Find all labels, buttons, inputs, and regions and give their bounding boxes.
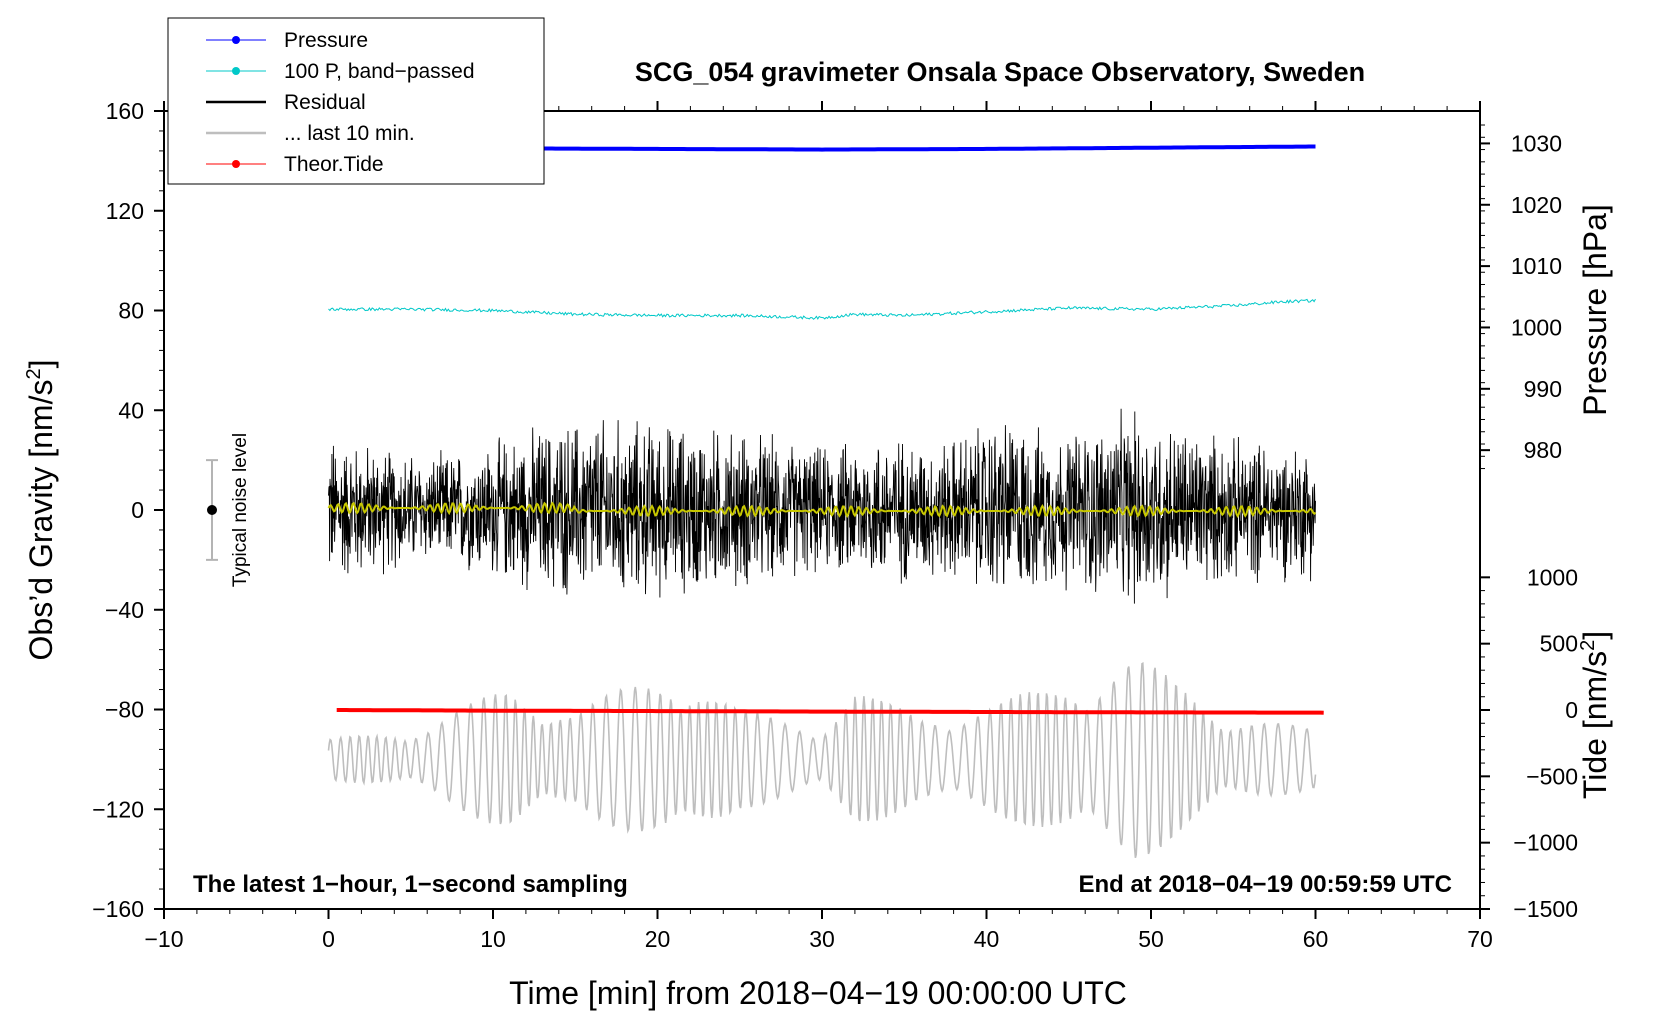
x-tick-label: 40 bbox=[974, 926, 1000, 952]
legend-label: Theor.Tide bbox=[284, 153, 384, 176]
pressure-tick-label: 990 bbox=[1524, 376, 1562, 402]
x-axis-ticks: −10 0 10 20 30 40 50 60 70 bbox=[144, 101, 1493, 952]
y-axis-ticks: 160 120 80 40 0 −40 −80 −120 −160 bbox=[92, 98, 164, 922]
x-tick-label: 20 bbox=[645, 926, 671, 952]
y-axis-title-tide-text: Tide [nm/s bbox=[1577, 651, 1613, 799]
x-tick-label: 0 bbox=[322, 926, 335, 952]
y-axis-title-tide-sup: 2 bbox=[1577, 640, 1599, 651]
y-tick-label: −40 bbox=[105, 597, 144, 623]
tide-tick-label: −1500 bbox=[1513, 896, 1578, 922]
tide-tick-label: −500 bbox=[1526, 763, 1578, 789]
legend-label: 100 P, band−passed bbox=[284, 60, 475, 83]
noise-center-dot bbox=[207, 505, 217, 515]
pressure-tick-label: 980 bbox=[1524, 437, 1562, 463]
y-tick-label: 0 bbox=[131, 497, 144, 523]
legend-items: Pressure 100 P, band−passed Residual ... la… bbox=[206, 29, 475, 176]
legend-label: Residual bbox=[284, 91, 366, 114]
legend-label: ... last 10 min. bbox=[284, 122, 415, 145]
tide-tick-label: −1000 bbox=[1513, 830, 1578, 856]
series-smoothed-residual bbox=[327, 501, 1317, 518]
y-tick-label: 120 bbox=[106, 198, 144, 224]
chart-title: SCG_054 gravimeter Onsala Space Observat… bbox=[635, 57, 1365, 87]
annotation-sampling: The latest 1−hour, 1−second sampling bbox=[193, 871, 628, 898]
pressure-axis-ticks: 1030 1020 1010 1000 990 980 bbox=[1480, 124, 1562, 470]
y-axis-title-gravity-text: Obs’d Gravity [nm/s bbox=[23, 380, 59, 661]
x-tick-label: −10 bbox=[144, 926, 183, 952]
series-residual bbox=[328, 408, 1316, 604]
pressure-tick-label: 1010 bbox=[1511, 253, 1562, 279]
series-last-10-min bbox=[327, 662, 1317, 858]
annotation-end-time: End at 2018−04−19 00:59:59 UTC bbox=[1078, 871, 1452, 898]
legend-label: Pressure bbox=[284, 29, 368, 52]
y-tick-label: −160 bbox=[92, 896, 144, 922]
y-axis-title-gravity-sup: 2 bbox=[23, 368, 45, 379]
y-axis-title-pressure: Pressure [hPa] bbox=[1577, 204, 1613, 416]
x-axis-title: Time [min] from 2018−04−19 00:00:00 UTC bbox=[509, 975, 1127, 1011]
pressure-tick-label: 1000 bbox=[1511, 314, 1562, 340]
tide-tick-label: 1000 bbox=[1527, 564, 1578, 590]
series-layer bbox=[327, 144, 1324, 858]
tide-tick-label: 500 bbox=[1540, 631, 1578, 657]
x-tick-label: 30 bbox=[809, 926, 835, 952]
x-tick-label: 50 bbox=[1138, 926, 1164, 952]
tide-tick-label: 0 bbox=[1565, 697, 1578, 723]
series-band-passed-pressure bbox=[328, 298, 1316, 320]
pressure-tick-label: 1030 bbox=[1511, 130, 1562, 156]
y-tick-label: 160 bbox=[106, 98, 144, 124]
pressure-tick-label: 1020 bbox=[1511, 192, 1562, 218]
legend-marker bbox=[232, 36, 240, 44]
series-theoretical-tide bbox=[336, 708, 1324, 715]
y-axis-title-tide: Tide [nm/s2] bbox=[1577, 631, 1613, 799]
tide-axis-ticks: 1000 500 0 −500 −1000 −1500 bbox=[1480, 564, 1578, 922]
x-tick-label: 60 bbox=[1303, 926, 1329, 952]
y-tick-label: 80 bbox=[118, 298, 144, 324]
legend-marker bbox=[232, 67, 240, 75]
legend-marker bbox=[232, 160, 240, 168]
noise-level-marker bbox=[206, 459, 218, 561]
x-tick-label: 70 bbox=[1467, 926, 1493, 952]
x-tick-label: 10 bbox=[480, 926, 506, 952]
legend: Pressure 100 P, band−passed Residual ... la… bbox=[167, 17, 545, 185]
y-axis-title-tide-end: ] bbox=[1577, 631, 1613, 640]
y-axis-title-gravity: Obs’d Gravity [nm/s2] bbox=[23, 360, 59, 661]
y-axis-title-gravity-end: ] bbox=[23, 360, 59, 369]
y-tick-label: −120 bbox=[92, 796, 144, 822]
y-tick-label: −80 bbox=[105, 697, 144, 723]
y-tick-label: 40 bbox=[118, 397, 144, 423]
noise-level-label: Typical noise level bbox=[230, 433, 251, 587]
